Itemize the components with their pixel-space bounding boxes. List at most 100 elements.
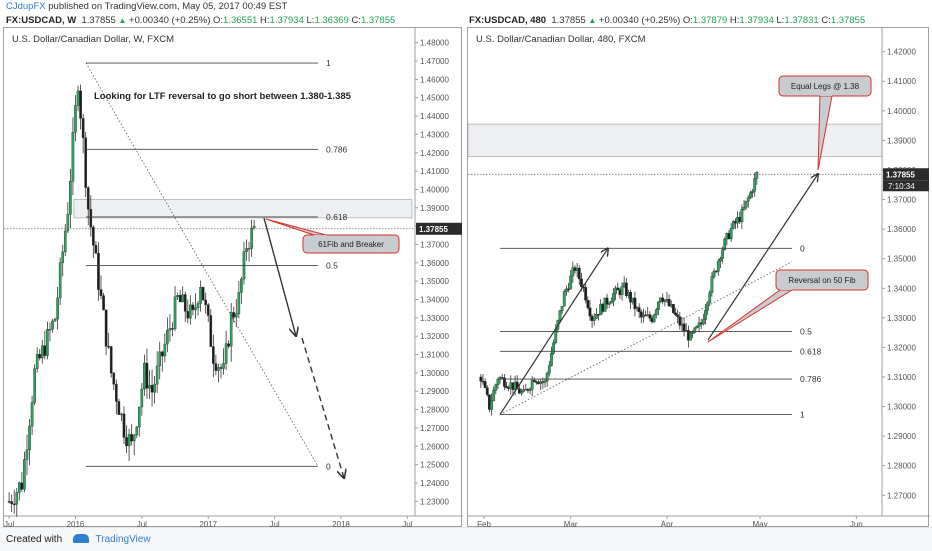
price-tick-label: 1.47000 [420, 57, 449, 66]
time-tick-label: Feb [477, 520, 491, 528]
candle-body [648, 314, 652, 319]
open-value: 1.36551 [223, 15, 258, 26]
price-tick-label: 1.30000 [887, 403, 916, 412]
candle-body [674, 312, 677, 316]
candle-body [229, 312, 233, 347]
fib-breaker-callout: 61Fib and Breaker [265, 218, 400, 254]
symbol-label[interactable]: FX:USDCAD, 480 [469, 15, 547, 26]
publish-header: CJdupFX published on TradingView.com, Ma… [0, 0, 932, 14]
candle-body [528, 388, 532, 391]
candle-body [38, 354, 42, 359]
candle-body [701, 319, 705, 325]
fib-reversal-callout-box [775, 269, 869, 291]
candle-body [245, 248, 248, 252]
price-tick-label: 1.39000 [420, 204, 449, 213]
candle-body [729, 228, 733, 239]
candle-body [227, 343, 230, 347]
candle-body [240, 278, 243, 293]
time-tick-label: Apr [661, 520, 674, 528]
price-tick-label: 1.41000 [420, 167, 449, 176]
candle-body [178, 295, 182, 303]
tradingview-link[interactable]: TradingView [95, 534, 151, 545]
candle-body [43, 345, 47, 356]
time-tick-label: May [752, 520, 767, 528]
candle-body [550, 352, 553, 366]
candle-body [99, 289, 103, 296]
candle-body [706, 302, 710, 311]
candle-body [48, 328, 52, 331]
close-value: 1.37855 [360, 15, 396, 26]
candle-body [30, 402, 34, 427]
author-link[interactable]: CJdupFX [6, 1, 46, 12]
h480-chart-svg[interactable]: U.S. Dollar/Canadian Dollar, 480, FXCM 1.… [468, 28, 930, 528]
time-tick-label: 2017 [199, 520, 217, 528]
h480-chart-panel[interactable]: U.S. Dollar/Canadian Dollar, 480, FXCM 1.… [467, 27, 930, 528]
last-price-text: 1.37855 [419, 225, 448, 234]
candle-body [76, 90, 80, 106]
candle-body [569, 275, 573, 290]
candle-body [194, 307, 197, 311]
countdown-text: 7:10:34 [888, 182, 915, 191]
low-label: L: [306, 15, 315, 26]
candle-body [723, 238, 727, 250]
candle-body [135, 426, 139, 436]
candle-body [132, 434, 136, 442]
last-price-text: 1.37855 [886, 170, 915, 179]
weekly-chart-panel[interactable]: U.S. Dollar/Canadian Dollar, W, FXCM 1.48… [3, 27, 463, 528]
candle-body [697, 322, 701, 327]
candle-body [502, 377, 506, 387]
equal-legs-callout-joint [820, 95, 832, 96]
publish-info: published on TradingView.com, May 05, 20… [48, 1, 288, 12]
candle-body [517, 388, 521, 394]
candle-body [10, 501, 13, 505]
candle-body [565, 288, 568, 292]
close-label: C: [351, 15, 361, 26]
candle-body [12, 503, 16, 506]
candle-body [716, 260, 720, 272]
candle-body [94, 245, 98, 254]
candle-body [742, 206, 746, 210]
candle-body [130, 434, 133, 442]
candle-body [629, 292, 633, 303]
high-label: H: [729, 15, 740, 26]
candle-body [616, 287, 620, 291]
price-tick-label: 1.32000 [887, 343, 916, 352]
fib-breaker-callout-pointer [265, 218, 327, 236]
candle-body [181, 294, 184, 303]
candle-body [496, 378, 500, 386]
time-tick-label: Jul [402, 520, 412, 528]
equal-legs-callout: Equal Legs @ 1.38 [778, 75, 872, 171]
candle-body [56, 297, 59, 320]
candle-body [749, 192, 752, 199]
candle-body [112, 372, 116, 385]
quote-bar-weekly: FX:USDCAD, W 1.37855 ▲ +0.00340 (+0.25%)… [6, 14, 395, 27]
candle-body [532, 379, 536, 382]
price-tick-label: 1.45000 [420, 94, 449, 103]
candle-body [140, 388, 144, 408]
price-tick-label: 1.43000 [420, 130, 449, 139]
time-tick-label: 2018 [332, 520, 350, 528]
candle-body [79, 90, 82, 119]
tradingview-logo-icon [72, 533, 89, 543]
price-tick-label: 1.46000 [420, 75, 449, 84]
candle-body [252, 225, 256, 229]
candle-body [7, 501, 11, 503]
up-arrow-icon: ▲ [588, 16, 597, 25]
weekly-chart-svg[interactable]: U.S. Dollar/Canadian Dollar, W, FXCM 1.48… [4, 28, 463, 528]
price-tick-label: 1.29000 [887, 432, 916, 441]
fib-breaker-callout-joint [314, 235, 326, 236]
fib-level-label: 0.5 [326, 260, 338, 270]
candle-body [150, 384, 154, 393]
candle-body [704, 309, 707, 320]
candle-body [117, 401, 121, 415]
change-value: +0.00340 (+0.25%) [129, 15, 211, 26]
candle-body [753, 178, 757, 192]
fib-level-label: 0.786 [800, 374, 822, 384]
time-tick-label: Jul [137, 520, 147, 528]
candle-body [212, 346, 215, 364]
candle-body [719, 258, 722, 262]
candle-body [620, 286, 624, 296]
candle-body [746, 197, 750, 202]
symbol-label[interactable]: FX:USDCAD, W [6, 15, 77, 26]
high-value: 1.37934 [739, 15, 774, 26]
